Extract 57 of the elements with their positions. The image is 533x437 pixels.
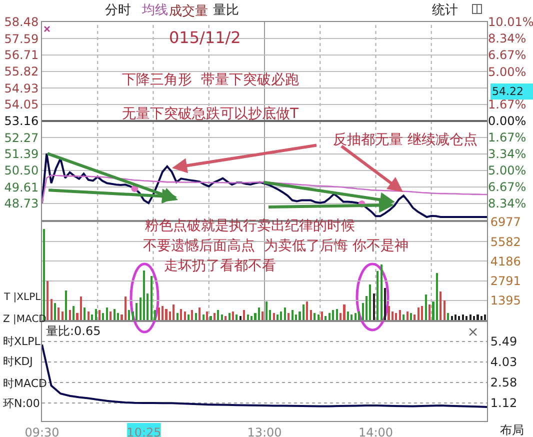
annotation: 下降三角形 带量下突破必跑 bbox=[122, 72, 299, 88]
y-tick-label: 57.59 bbox=[4, 32, 39, 46]
text: 布局 bbox=[500, 423, 524, 437]
text: 量比 bbox=[213, 3, 239, 18]
y-tick-label: 49.61 bbox=[4, 180, 39, 194]
text: 时XLPL bbox=[3, 335, 42, 348]
y-tick-label: 4.03 bbox=[490, 355, 518, 370]
y2-tick-label: 5.00% bbox=[488, 164, 526, 178]
text: 成交量 bbox=[169, 3, 208, 19]
x-tick-label: 10:25 bbox=[126, 425, 162, 437]
y2-tick-label: 8.34% bbox=[488, 196, 526, 211]
annotation: 粉色点破就是执行卖出纪律的时候 bbox=[145, 218, 355, 234]
y-tick-label: 55.82 bbox=[4, 64, 39, 79]
y-tick-label: 1.12 bbox=[490, 396, 518, 410]
text: 时KDJ bbox=[3, 355, 33, 368]
y-tick-label: 53.16 bbox=[4, 114, 39, 128]
x-tick-label: 09:30 bbox=[24, 425, 60, 437]
y2-tick-label: 10.01% bbox=[488, 15, 533, 30]
annotation: Z |MACD bbox=[3, 314, 47, 325]
y-tick-label: 2.58 bbox=[490, 376, 518, 390]
y2-tick-label: 1.67% bbox=[488, 130, 526, 145]
y2-tick-label: 0.00% bbox=[488, 114, 526, 128]
y-tick-label: 52.27 bbox=[4, 130, 39, 145]
annotation: 反抽都无量 继续减仓点 bbox=[333, 132, 478, 148]
y2-tick-label: 8.34% bbox=[488, 32, 526, 46]
y-tick-label: 50.50 bbox=[4, 164, 39, 178]
y-tick-label: 58.48 bbox=[4, 15, 39, 30]
y-tick-label: 5.49 bbox=[490, 334, 518, 349]
y-tick-label: 54.93 bbox=[4, 81, 39, 96]
annotation: 无量下突破急跌可以抄底做T bbox=[122, 106, 299, 122]
y-tick-label: 56.71 bbox=[4, 48, 39, 62]
text: 环N:00 bbox=[3, 397, 40, 410]
text: 54.22 bbox=[492, 85, 524, 98]
y-tick-label: 51.39 bbox=[4, 147, 39, 162]
y-tick-label: 5582 bbox=[490, 234, 521, 249]
text: 分时 bbox=[105, 3, 131, 18]
y-tick-label: 1395 bbox=[490, 294, 521, 308]
annotation: 时MACD bbox=[3, 377, 47, 390]
x-tick-label: 14:00 bbox=[358, 425, 394, 437]
y2-tick-label: 6.67% bbox=[488, 48, 526, 62]
y-tick-label: 6977 bbox=[490, 215, 521, 230]
text: T |XLPL bbox=[3, 292, 42, 303]
y-tick-label: 2791 bbox=[490, 274, 521, 288]
annotation: 015/11/2 bbox=[169, 28, 241, 47]
annotation: 走坏扔了看都不看 bbox=[164, 258, 276, 274]
x-tick-label: 13:00 bbox=[247, 425, 282, 437]
y2-tick-label: 1.67% bbox=[488, 98, 526, 112]
text: 统计 bbox=[432, 3, 458, 18]
y2-tick-label: 6.67% bbox=[488, 180, 526, 194]
annotation: 量比:0.65 bbox=[46, 324, 101, 338]
annotation: 不要遗憾后面高点 为卖低了后悔 你不是神 bbox=[143, 238, 408, 254]
y-tick-label: 4186 bbox=[490, 254, 521, 268]
text: 均线 bbox=[141, 3, 168, 18]
y-tick-label: 54.05 bbox=[4, 98, 39, 112]
y2-tick-label: 5.00% bbox=[488, 64, 526, 79]
y2-tick-label: 3.34% bbox=[488, 147, 526, 162]
y-tick-label: 48.73 bbox=[4, 196, 39, 211]
